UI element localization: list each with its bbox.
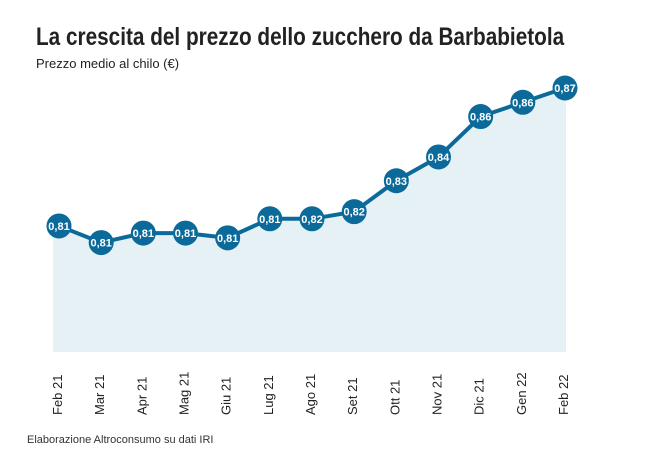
x-tick-label: Feb 21 xyxy=(50,375,65,415)
data-point xyxy=(46,213,72,239)
data-label: 0,82 xyxy=(301,214,322,226)
data-point xyxy=(510,89,536,115)
x-tick-label: Ott 21 xyxy=(387,380,402,415)
data-label: 0,81 xyxy=(217,233,238,245)
x-tick-label: Giu 21 xyxy=(219,377,234,415)
data-point xyxy=(341,199,367,225)
data-label: 0,87 xyxy=(554,83,575,95)
data-point xyxy=(173,220,198,246)
x-tick-label: Ago 21 xyxy=(303,374,318,415)
data-label: 0,81 xyxy=(175,228,196,240)
chart-title: La crescita del prezzo dello zucchero da… xyxy=(36,23,565,51)
data-point xyxy=(468,104,494,130)
source-note: Elaborazione Altroconsumo su dati IRI xyxy=(27,434,214,446)
data-point xyxy=(215,225,241,251)
x-tick-label: Mag 21 xyxy=(177,372,192,415)
data-label: 0,82 xyxy=(343,207,364,219)
data-point xyxy=(257,206,283,232)
x-tick-label: Apr 21 xyxy=(134,377,149,415)
x-tick-label: Lug 21 xyxy=(261,375,276,415)
data-label: 0,81 xyxy=(48,221,69,233)
data-label: 0,81 xyxy=(259,214,280,226)
data-point xyxy=(426,144,451,170)
data-label: 0,84 xyxy=(428,152,450,164)
x-tick-label: Set 21 xyxy=(345,377,360,415)
data-label: 0,83 xyxy=(386,176,407,188)
data-point xyxy=(130,220,156,246)
data-point xyxy=(552,75,578,101)
data-label: 0,81 xyxy=(90,238,111,250)
data-point xyxy=(88,230,114,256)
data-label: 0,81 xyxy=(133,228,154,240)
x-tick-label: Mar 21 xyxy=(92,375,107,415)
chart-subtitle: Prezzo medio al chilo (€) xyxy=(36,56,180,71)
x-tick-label: Dic 21 xyxy=(472,378,487,415)
data-label: 0,86 xyxy=(470,112,491,124)
x-tick-label: Feb 22 xyxy=(556,375,571,415)
data-point xyxy=(299,206,325,232)
data-label: 0,86 xyxy=(512,97,533,109)
data-point xyxy=(383,168,409,194)
x-tick-label: Gen 22 xyxy=(514,372,529,415)
x-tick-label: Nov 21 xyxy=(430,374,445,415)
